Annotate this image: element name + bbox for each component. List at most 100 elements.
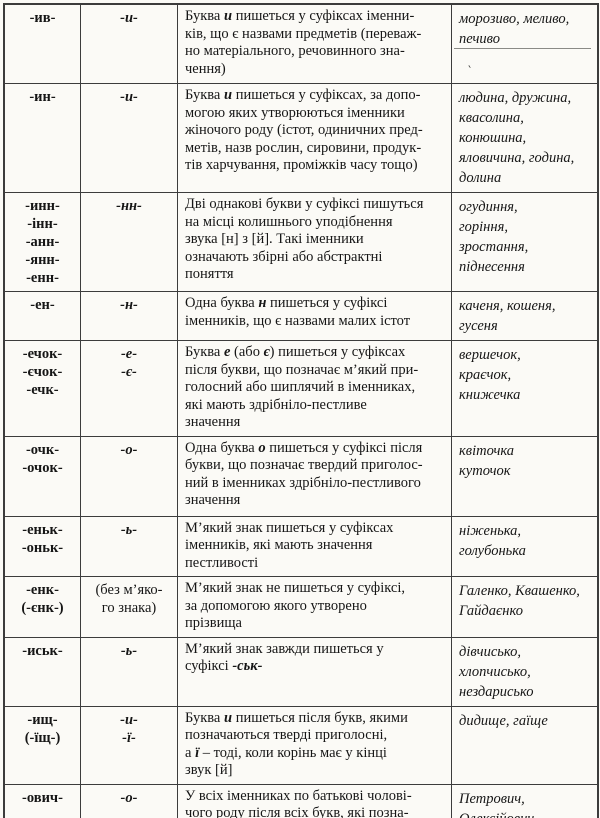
table-row: -ович- -о- У всіх іменниках по батькові … bbox=[5, 784, 597, 818]
rule-cell: М’який знак пишеться у суфіксах іменникі… bbox=[178, 516, 452, 576]
rule-text: – тоді, коли корінь має у кінці звук [й] bbox=[185, 744, 387, 779]
table-row: -иськ- -ь- М’який знак завжди пишеться у… bbox=[5, 637, 597, 707]
rule-cell: У всіх іменниках по батькові чолові- чог… bbox=[178, 784, 452, 818]
examples-cell: людина, дружина, квасолина, конюшина, ялови… bbox=[452, 84, 595, 192]
cell-line: -очк- bbox=[25, 441, 60, 458]
cell-line: -и- bbox=[120, 10, 138, 26]
table-row: -ив- -и- Буква и пишеться у суфіксах іме… bbox=[5, 5, 597, 84]
cell-line: Гайдаєнко bbox=[459, 603, 523, 619]
cell-line: ніженька, bbox=[459, 522, 522, 539]
cell-line: -ечк- bbox=[26, 382, 59, 398]
rule-text: Буква bbox=[185, 344, 224, 360]
suffix-cell: -очк- -очок- bbox=[5, 436, 81, 516]
cell-line: конюшина, bbox=[459, 130, 527, 146]
examples-cell: Галенко, Квашенко, Гайдаєнко bbox=[452, 577, 595, 637]
cell-line: квіточка bbox=[459, 442, 515, 459]
rule-text: Буква bbox=[185, 8, 224, 24]
cell-line: -о- bbox=[120, 441, 138, 458]
rule-text: ) пишеться у суфіксах після букви, що по… bbox=[185, 344, 419, 430]
cell-line: Галенко, Квашенко, bbox=[459, 583, 580, 599]
cell-line: вершечок, bbox=[459, 347, 521, 363]
rule-cell: М’який знак не пишеться у суфіксі, за до… bbox=[178, 577, 452, 637]
examples-cell: Петрович,Олексійович,Васильович bbox=[452, 785, 595, 818]
table-row: -ин- -и- Буква и пишеться у суфіксах, за… bbox=[5, 84, 597, 193]
rule-cell: Буква и пишеться у суфіксах іменни- ків,… bbox=[178, 5, 452, 83]
letter-cell: -и- -ї- bbox=[81, 706, 178, 784]
suffix-cell: -ечок- -єчок- -ечк- bbox=[5, 341, 81, 436]
rule-text: У всіх іменниках по батькові чолові- чог… bbox=[185, 787, 412, 818]
cell-line: піднесення bbox=[459, 259, 525, 275]
cell-line: хлопчисько, bbox=[459, 663, 531, 680]
cell-line: нездарисько bbox=[459, 683, 534, 700]
examples-cell: каченя, кошеня, гусеня bbox=[452, 292, 595, 340]
rule-emphasis: и bbox=[223, 87, 233, 103]
examples-cell: квіточка куточок bbox=[452, 437, 595, 516]
cell-line: -ечок- bbox=[22, 346, 63, 362]
cell-line: -єчок- bbox=[22, 364, 63, 380]
table-row: -ен- -н- Одна буква н пишеться у суфіксі… bbox=[5, 292, 597, 341]
cell-line: зростання, bbox=[459, 239, 529, 255]
examples-cell: морозиво, меливо, печиво ‵ bbox=[452, 5, 595, 83]
letter-cell: -ь- bbox=[81, 516, 178, 576]
letter-cell: -н- bbox=[81, 292, 178, 340]
cell-line: -инн- bbox=[25, 198, 60, 214]
rule-text: Буква bbox=[185, 709, 224, 726]
rule-emphasis: є bbox=[263, 344, 270, 360]
letter-cell: -о- bbox=[81, 436, 178, 516]
cell-line: гусеня bbox=[459, 318, 498, 334]
rule-text: М’який знак завжди пишеться у суфіксі bbox=[185, 640, 384, 675]
cell-line: (-їщ-) bbox=[24, 729, 61, 746]
cell-line: -ь- bbox=[120, 521, 138, 538]
rule-cell: Дві однакові букви у суфіксі пишуться на… bbox=[178, 193, 452, 291]
letter-cell: -и- bbox=[81, 5, 178, 83]
rule-text: пишеться у суфіксах іменни- ків, що є на… bbox=[185, 8, 422, 77]
cell-line: -ь- bbox=[120, 642, 138, 659]
cell-line: -ин- bbox=[29, 89, 56, 105]
cell-line: -и- bbox=[120, 89, 138, 105]
rule-emphasis: н bbox=[258, 295, 267, 311]
rule-text: Буква bbox=[185, 87, 224, 103]
cell-line: -інн- bbox=[27, 216, 58, 232]
cell-line: -анн- bbox=[25, 234, 60, 250]
suffix-cell: -ищ- (-їщ-) bbox=[5, 706, 81, 784]
cell-line: -ович- bbox=[22, 789, 63, 806]
cell-line: долина bbox=[459, 170, 502, 186]
rule-text: пишеться після букв, якими позначаються … bbox=[185, 709, 408, 761]
cell-line: Олексійович, bbox=[459, 809, 590, 818]
cell-line: квасолина, bbox=[459, 110, 524, 126]
cell-line: -иськ- bbox=[22, 642, 63, 659]
cell-line: -є- bbox=[121, 364, 137, 380]
letter-cell: -е- -є- bbox=[81, 341, 178, 436]
cell-line: -оньк- bbox=[21, 539, 64, 556]
rule-cell: Буква и пишеться у суфіксах, за допо- мо… bbox=[178, 84, 452, 192]
cell-line: го знака) bbox=[101, 600, 157, 616]
examples-cell: огудиння, горіння, зростання, піднесення bbox=[452, 193, 595, 291]
cell-line: -ен- bbox=[30, 297, 55, 313]
rule-text: пишеться у суфіксах, за допо- могою яких… bbox=[185, 87, 423, 173]
scan-artifact-line bbox=[454, 48, 591, 49]
cell-line: (-єнк-) bbox=[21, 600, 64, 616]
letter-cell: -ь- bbox=[81, 637, 178, 706]
suffix-cell: -ович- bbox=[5, 784, 81, 818]
table-row: -очк- -очок- -о- Одна буква о пишеться у … bbox=[5, 436, 597, 517]
rule-emphasis: -ськ- bbox=[232, 658, 263, 674]
table-row: -инн- -інн- -анн- -янн- -енн- -нн- Дві однак… bbox=[5, 193, 597, 292]
cell-line: -енн- bbox=[26, 270, 59, 286]
cell-line: -и- bbox=[120, 711, 138, 728]
cell-line: книжечка bbox=[459, 387, 521, 403]
suffix-cell: -еньк- -оньк- bbox=[5, 516, 81, 576]
suffix-rules-table: -ив- -и- Буква и пишеться у суфіксах іме… bbox=[3, 3, 599, 818]
letter-cell: -нн- bbox=[81, 193, 178, 291]
cell-line: -еньк- bbox=[22, 521, 63, 538]
rule-text: (або bbox=[230, 344, 264, 360]
table-row: -еньк- -оньк- -ь- М’який знак пишеться у … bbox=[5, 516, 597, 577]
suffix-cell: -енк- (-єнк-) bbox=[5, 577, 81, 637]
rule-text: М’який знак не пишеться у суфіксі, за до… bbox=[185, 580, 405, 631]
rule-cell: Буква и пишеться після букв, якими позна… bbox=[178, 706, 452, 784]
cell-line: -ив- bbox=[29, 10, 56, 26]
rule-emphasis: и bbox=[223, 8, 233, 24]
suffix-cell: -ив- bbox=[5, 5, 81, 83]
cell-line: каченя, кошеня, bbox=[459, 298, 556, 314]
cell-line: -е- bbox=[120, 346, 138, 362]
suffix-cell: -ен- bbox=[5, 292, 81, 340]
